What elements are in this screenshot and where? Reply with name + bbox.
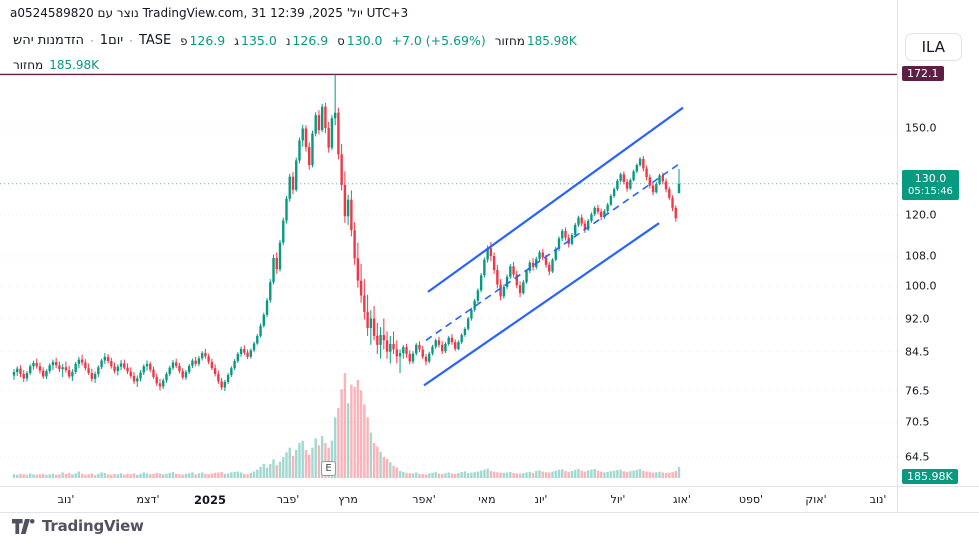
trend-channel-lower-line[interactable] <box>423 222 660 387</box>
time-axis-label: נוב' <box>57 493 75 506</box>
widget-bottom-border <box>0 512 979 513</box>
creation-watermark: a0524589820 נוצר עם TradingView.com, 31 … <box>10 6 409 20</box>
price-axis-label: 120.0 <box>905 208 937 222</box>
symbol-legend-row: הזדמנות יהש · 1יום · TASE פ 126.9 ג 135.0 … <box>13 33 577 48</box>
volume-bars <box>12 373 681 479</box>
time-axis-label: פבר' <box>276 493 300 506</box>
volume-indicator-value: 185.98K <box>49 58 100 72</box>
high-value: ג 135.0 <box>234 33 277 48</box>
price-axis-label: 108.0 <box>905 249 937 263</box>
tradingview-logo-text: TradingView <box>42 517 144 535</box>
price-axis-label: 92.0 <box>905 312 930 326</box>
legend-separator: · <box>89 33 94 48</box>
tradingview-logo-icon <box>12 518 35 534</box>
time-axis-label: 2025 <box>193 493 227 507</box>
horizontal-line-price-badge: 172.1 <box>902 66 944 81</box>
time-axis[interactable]: נוב' דצמ' 2025 פבר' מרץ אפר' מאי יונ' יול' אוג' ספ… <box>0 486 979 512</box>
exchange-label: TASE <box>138 33 172 48</box>
candles[interactable] <box>12 74 681 391</box>
time-axis-label: אפר' <box>412 493 436 506</box>
volume-badge: 185.98K <box>902 469 958 484</box>
last-price-badge: 130.0 05:15:46 <box>902 170 959 201</box>
trend-channel-upper-line[interactable] <box>427 106 684 293</box>
price-chart[interactable] <box>0 0 897 486</box>
interval-label[interactable]: 1יום <box>99 33 124 48</box>
price-axis-label: 84.5 <box>905 345 930 359</box>
last-price-value: 130.0 <box>914 172 947 185</box>
time-axis-label: יול' <box>610 493 626 506</box>
change-value: +7.0 (+5.69%) <box>391 33 486 48</box>
time-axis-label: נוב' <box>869 493 887 506</box>
time-axis-label: מאי <box>478 493 496 506</box>
price-axis-label: 100.0 <box>905 279 937 293</box>
volume-indicator-name[interactable]: מחזור <box>13 58 44 72</box>
symbol-ticker-box[interactable]: ILA <box>904 33 962 61</box>
bar-countdown: 05:15:46 <box>908 185 953 197</box>
price-axis-label: 70.5 <box>905 415 930 429</box>
time-axis-label: אוק' <box>805 493 827 506</box>
legend-separator: · <box>129 33 133 48</box>
volume-indicator-legend[interactable]: מחזור 185.98K <box>13 58 99 72</box>
time-axis-label: יונ' <box>534 493 548 506</box>
time-axis-label: ספט' <box>738 493 764 506</box>
volume-inline: מחזור 185.98K <box>494 33 577 48</box>
time-axis-label: מרץ <box>338 493 358 506</box>
trend-channel-midline[interactable] <box>425 162 681 341</box>
tradingview-logo[interactable]: TradingView <box>12 517 144 535</box>
time-axis-label: דצמ' <box>136 493 160 506</box>
close-value: ס 130.0 <box>337 33 383 48</box>
low-value: נ 126.9 <box>285 33 329 48</box>
symbol-name[interactable]: הזדמנות יהש <box>13 33 84 48</box>
earnings-marker[interactable]: E <box>321 461 336 476</box>
price-axis[interactable]: 172.1 130.0 05:15:46 185.98K 150.0 120.0 1… <box>897 0 979 512</box>
price-axis-label: 64.5 <box>905 450 930 464</box>
open-value: פ 126.9 <box>180 33 226 48</box>
price-axis-label: 76.5 <box>905 384 930 397</box>
price-axis-label: 150.0 <box>905 121 937 135</box>
symbol-title[interactable]: הזדמנות יהש · 1יום · TASE <box>13 33 171 48</box>
time-axis-label: אוג' <box>673 493 691 506</box>
